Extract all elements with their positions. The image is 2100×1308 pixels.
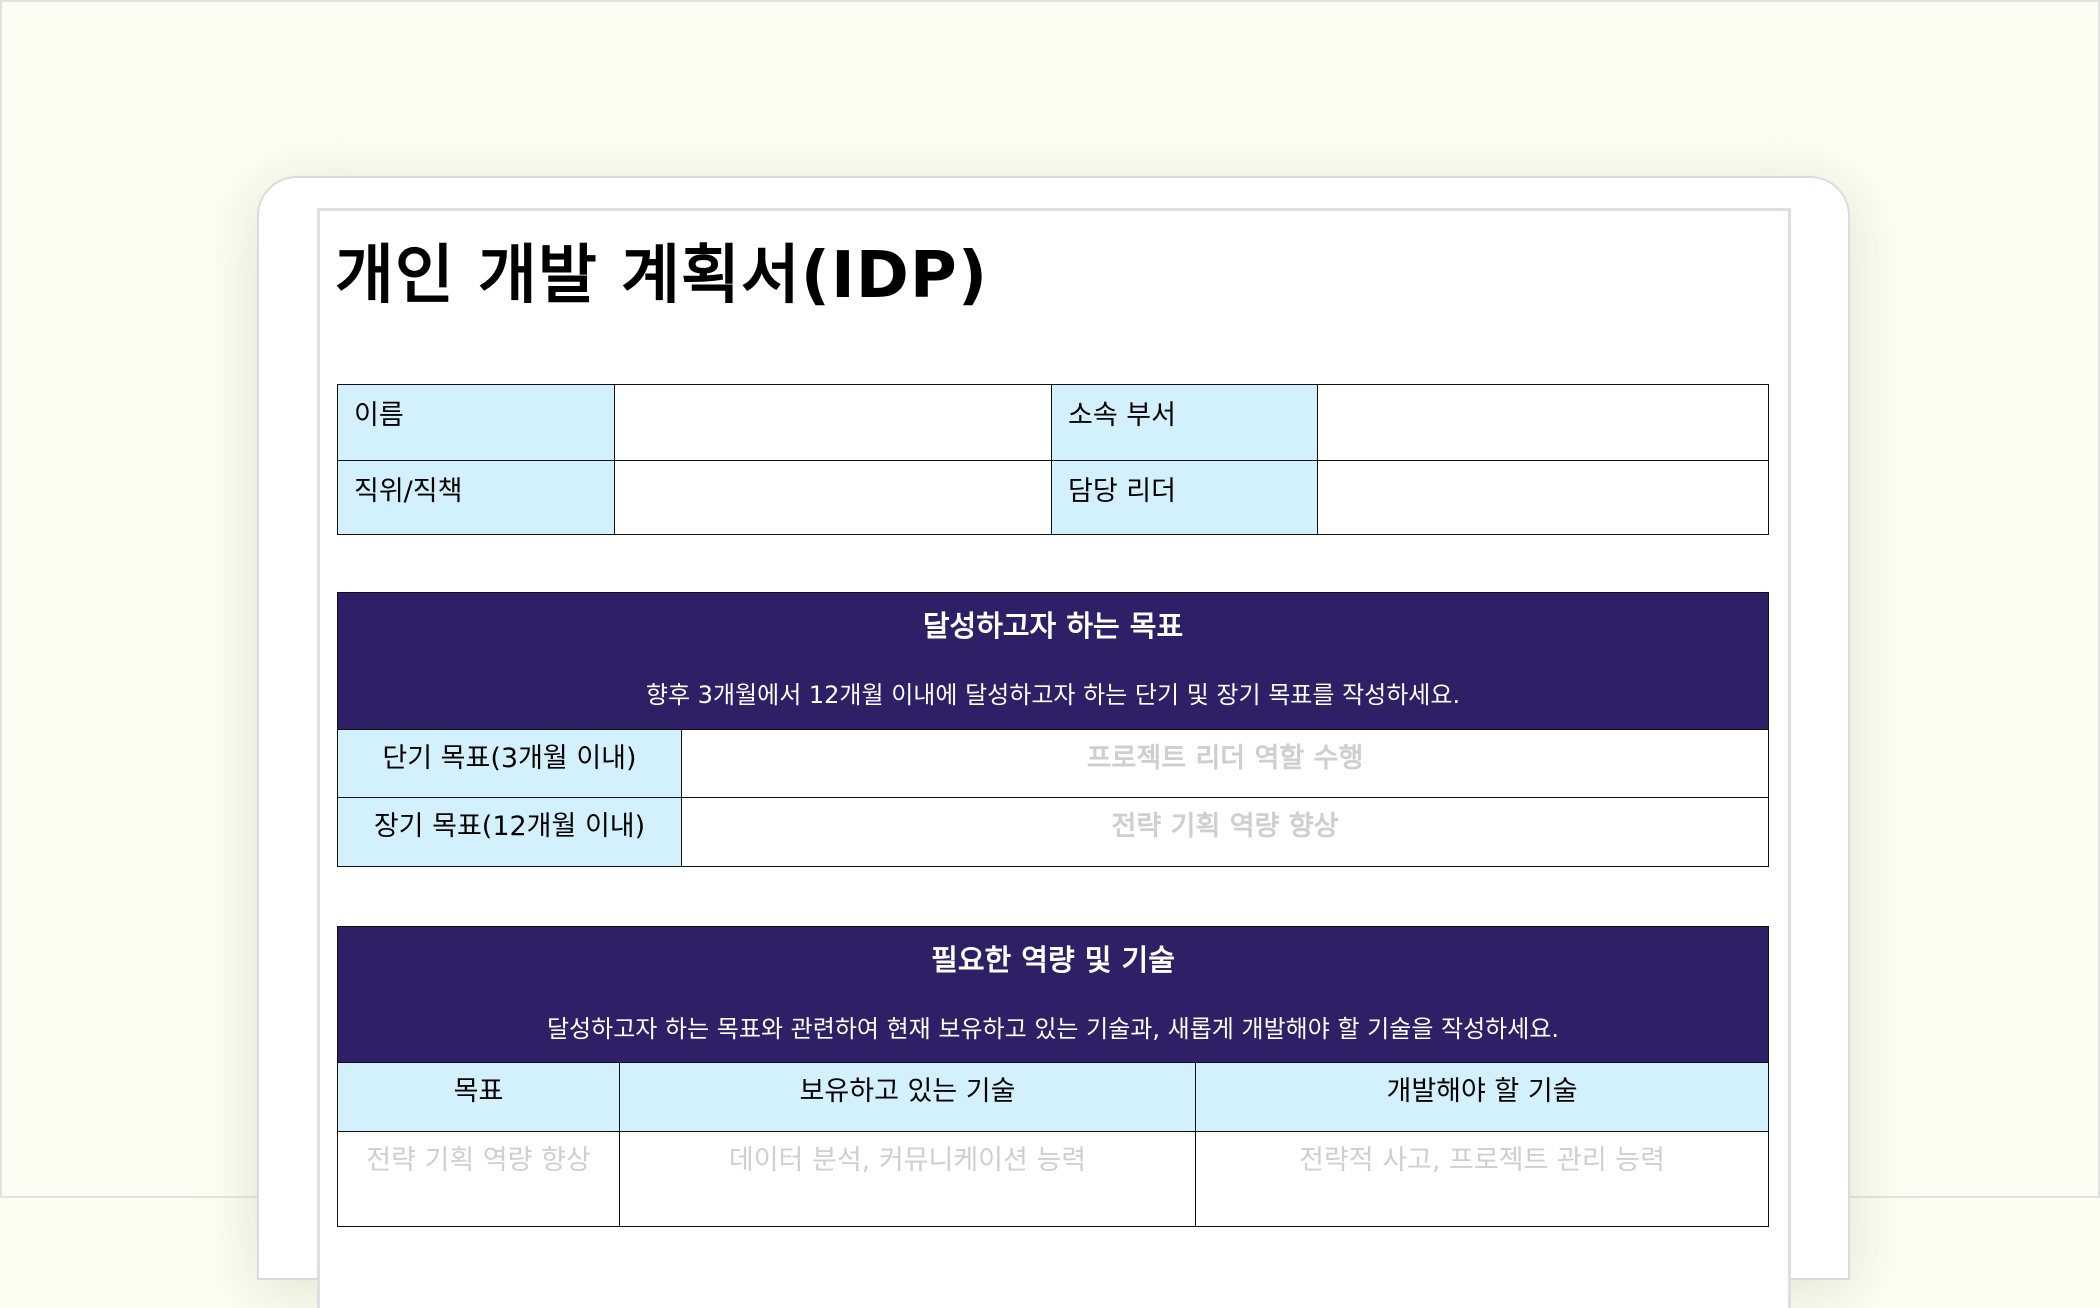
column-header-skills-to-develop: 개발해야 할 기술 — [1194, 1062, 1770, 1132]
goals-description: 향후 3개월에서 12개월 이내에 달성하고자 하는 단기 및 장기 목표를 작… — [645, 681, 1461, 709]
short-term-goal-label: 단기 목표(3개월 이내) — [337, 729, 682, 798]
leader-field[interactable] — [1317, 460, 1769, 535]
position-field[interactable] — [614, 460, 1052, 535]
skills-heading: 필요한 역량 및 기술 — [931, 943, 1175, 977]
goals-table: 달성하고자 하는 목표 향후 3개월에서 12개월 이내에 달성하고자 하는 단… — [337, 592, 1769, 867]
long-term-goal-label: 장기 목표(12개월 이내) — [337, 797, 682, 867]
skills-table: 필요한 역량 및 기술 달성하고자 하는 목표와 관련하여 현재 보유하고 있는… — [336, 926, 1770, 1227]
document-title: 개인 개발 계획서(IDP) — [335, 239, 989, 313]
position-label: 직위/직책 — [337, 460, 615, 535]
skills-description: 달성하고자 하는 목표와 관련하여 현재 보유하고 있는 기술과, 새롭게 개발… — [546, 1015, 1560, 1043]
column-header-goal: 목표 — [337, 1062, 620, 1132]
skills-to-develop-field[interactable]: 전략적 사고, 프로젝트 관리 능력 — [1194, 1131, 1770, 1227]
name-field[interactable] — [614, 384, 1052, 461]
goal-field[interactable]: 전략 기획 역량 향상 — [337, 1131, 620, 1227]
short-term-goal-field[interactable]: 프로젝트 리더 역할 수행 — [681, 729, 1769, 798]
info-table: 이름 소속 부서 직위/직책 담당 리더 — [337, 384, 1769, 535]
name-label: 이름 — [337, 384, 615, 461]
department-label: 소속 부서 — [1051, 384, 1318, 461]
skills-header: 필요한 역량 및 기술 달성하고자 하는 목표와 관련하여 현재 보유하고 있는… — [336, 926, 1770, 1063]
long-term-goal-field[interactable]: 전략 기획 역량 향상 — [681, 797, 1769, 867]
current-skills-field[interactable]: 데이터 분석, 커뮤니케이션 능력 — [619, 1131, 1196, 1227]
column-header-current-skills: 보유하고 있는 기술 — [619, 1062, 1196, 1132]
leader-label: 담당 리더 — [1051, 460, 1318, 535]
table-row: 전략 기획 역량 향상 데이터 분석, 커뮤니케이션 능력 전략적 사고, 프로… — [337, 1131, 1770, 1227]
goals-header: 달성하고자 하는 목표 향후 3개월에서 12개월 이내에 달성하고자 하는 단… — [337, 592, 1769, 730]
goals-heading: 달성하고자 하는 목표 — [922, 609, 1184, 643]
department-field[interactable] — [1317, 384, 1769, 461]
